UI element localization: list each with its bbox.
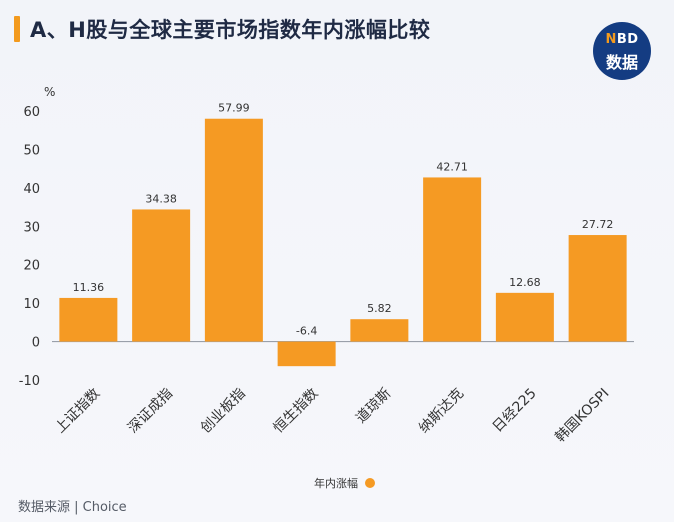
title-accent <box>14 16 20 42</box>
bar-4 <box>350 319 409 342</box>
bar-6 <box>495 292 554 342</box>
logo-line-1: NBD <box>593 32 651 47</box>
data-label-4: 5.82 <box>367 302 392 315</box>
data-label-1: 34.38 <box>145 192 177 205</box>
x-tick-label-2: 创业板指 <box>198 386 249 437</box>
x-tick-label-0: 上证指数 <box>52 386 103 437</box>
y-tick-label: 30 <box>23 220 40 235</box>
logo-n: N <box>605 32 617 47</box>
x-tick-label-5: 纳斯达克 <box>416 386 467 437</box>
y-tick-label: 10 <box>23 297 40 312</box>
nbd-logo: NBD 数据 <box>593 22 651 80</box>
data-label-5: 42.71 <box>436 160 468 173</box>
logo-bd: BD <box>616 32 639 47</box>
y-tick-label: -10 <box>19 374 40 389</box>
chart-title: A、H股与全球主要市场指数年内涨幅比较 <box>30 18 431 42</box>
y-tick-label: 20 <box>23 259 40 274</box>
x-tick-label-7: 韩国KOSPI <box>552 386 612 446</box>
y-tick-label: 40 <box>23 182 40 197</box>
y-axis-unit: % <box>44 85 55 99</box>
bar-2 <box>204 118 263 342</box>
y-tick-label: 50 <box>23 143 40 158</box>
bar-5 <box>423 177 482 342</box>
data-label-2: 57.99 <box>218 102 250 115</box>
data-label-3: -6.4 <box>296 325 317 338</box>
bar-7 <box>568 235 627 342</box>
data-label-0: 11.36 <box>73 281 105 294</box>
y-tick-label: 60 <box>23 105 40 120</box>
bar-1 <box>132 209 191 342</box>
y-tick-label: 0 <box>32 336 40 351</box>
data-label-7: 27.72 <box>582 218 614 231</box>
data-label-6: 12.68 <box>509 276 541 289</box>
x-tick-label-3: 恒生指数 <box>271 386 322 437</box>
x-tick-label-6: 日经225 <box>490 386 540 436</box>
data-source: 数据来源 | Choice <box>18 500 127 515</box>
x-tick-label-4: 道琼斯 <box>353 386 394 427</box>
x-tick-label-1: 深证成指 <box>125 386 176 437</box>
bar-0 <box>59 297 118 342</box>
legend-swatch <box>365 478 375 488</box>
bar-3 <box>277 341 336 367</box>
legend-label: 年内涨幅 <box>314 476 358 490</box>
logo-line-2: 数据 <box>605 53 638 72</box>
